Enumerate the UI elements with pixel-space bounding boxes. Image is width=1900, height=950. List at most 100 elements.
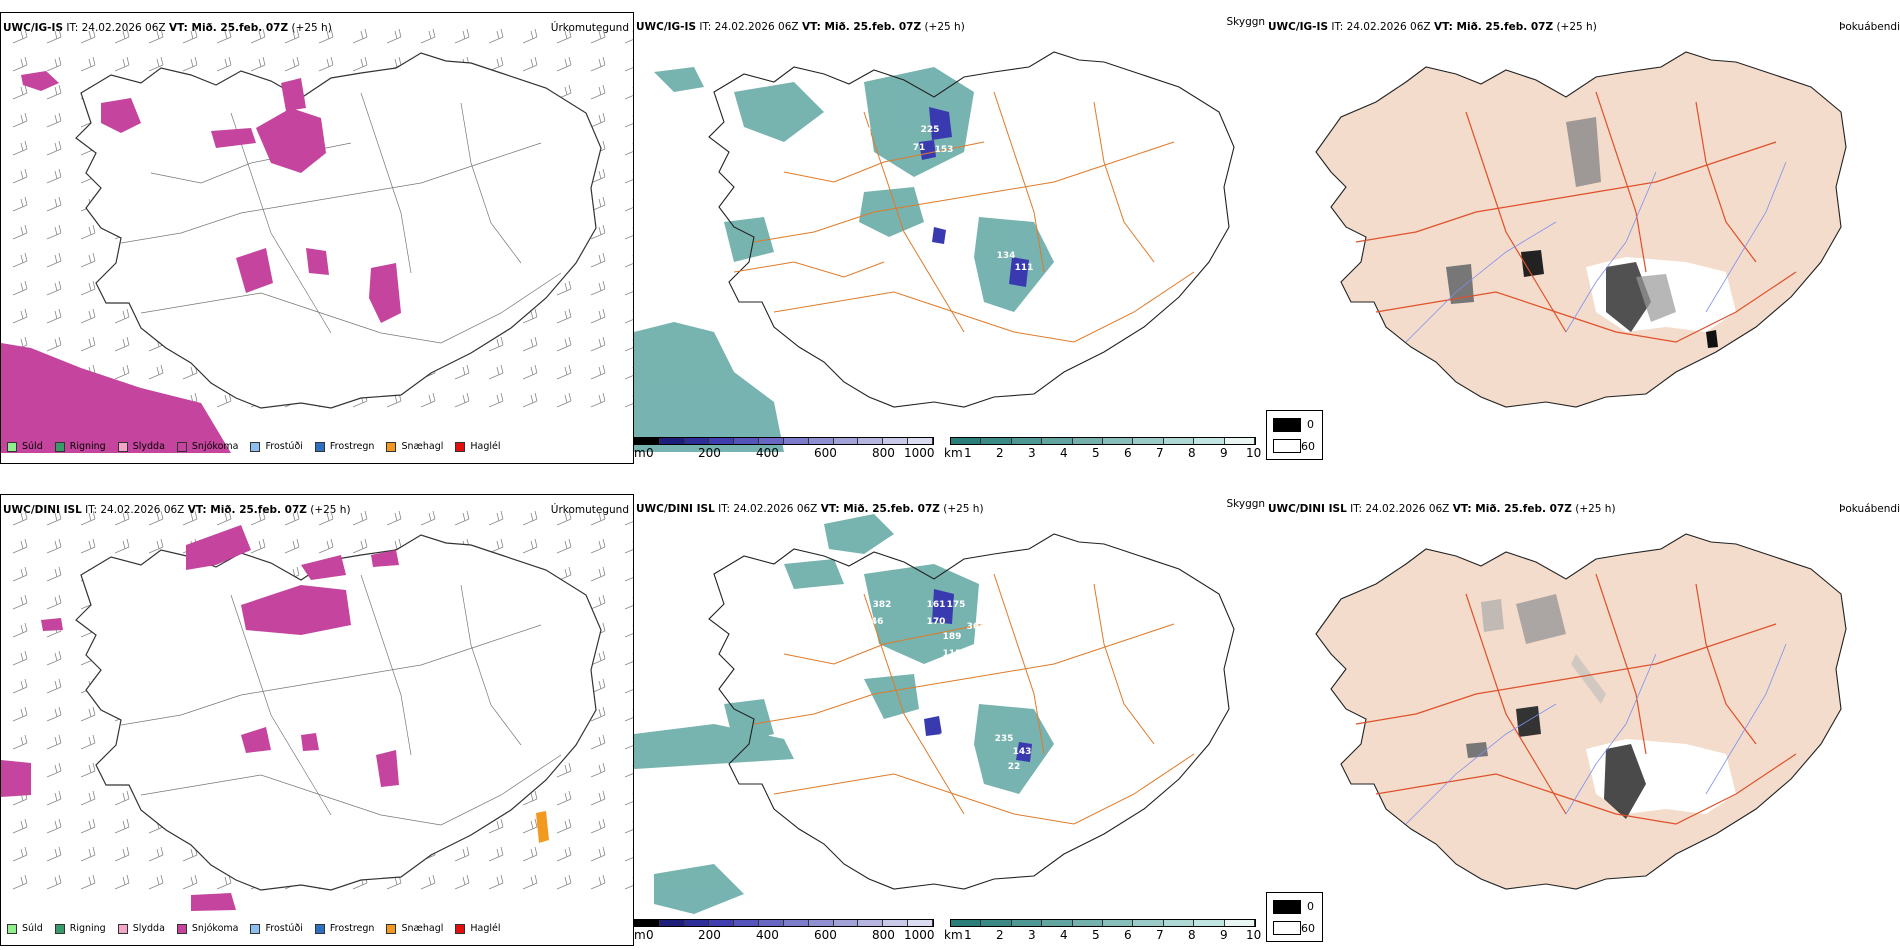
cloud-base-label: 382 [873, 600, 892, 610]
wind-barb [522, 818, 538, 834]
wind-barb [624, 59, 633, 72]
legend-swatch [455, 923, 466, 934]
wind-barb [12, 594, 28, 610]
wind-barb [488, 818, 504, 834]
wind-barb [46, 762, 62, 778]
wind-barb [522, 846, 538, 862]
visibility-unit: km [944, 928, 963, 942]
wind-barb [12, 538, 28, 554]
wind-barb [624, 793, 633, 806]
wind-barb [590, 734, 606, 750]
wind-barb [488, 56, 504, 72]
legend-label: Snæhagl [401, 441, 444, 452]
panel-title: UWC/IG-IS IT: 24.02.2026 06Z VT: Mið. 25… [1268, 21, 1597, 33]
ceiling-colorbar-segment [858, 438, 884, 444]
ceiling-colorbar-segment [759, 438, 784, 444]
wind-barb [46, 308, 62, 324]
fog-legend-min: 0 [1307, 418, 1314, 431]
wind-barb [12, 818, 28, 834]
cloud-base-label: 36 [936, 749, 949, 759]
wind-barb [488, 874, 504, 890]
wind-barb [12, 84, 28, 100]
wind-barb [556, 56, 572, 72]
fog-roads [1355, 573, 1797, 825]
wind-barb [80, 818, 96, 834]
ceiling-colorbar-segment [833, 920, 859, 926]
cloud-base-label: 92 [868, 749, 881, 759]
wind-barb [80, 734, 96, 750]
cloud-base-label: 454 [853, 127, 872, 137]
wind-barb [80, 706, 96, 722]
wind-barb [216, 56, 232, 72]
wind-barb [556, 510, 572, 526]
legend-label: Frostúði [265, 441, 303, 452]
cloud-base-label: 175 [947, 600, 966, 610]
ceiling-colorbar-segment [808, 920, 834, 926]
wind-barb [590, 650, 606, 666]
visibility-colorbar-segment [1224, 438, 1256, 444]
wind-barb [318, 56, 334, 72]
visibility-map: 382 161 175 246 170 20 364 189 115 11 269 92 116 36 23… [634, 514, 1235, 914]
visibility-colorbar-segment [1103, 438, 1134, 444]
wind-barb [46, 140, 62, 156]
visibility-colorbar-segment [1072, 438, 1104, 444]
wind-barb [80, 308, 96, 324]
wind-barb [590, 224, 606, 240]
fog-index-panel-row1: UWC/IG-IS IT: 24.02.2026 06Z VT: Mið. 25… [1266, 12, 1900, 464]
precip-map [1, 28, 633, 453]
fog-legend: 0 60 [1266, 892, 1323, 942]
visibility-colorbar-segment [1163, 920, 1195, 926]
wind-barb [624, 311, 633, 324]
legend-label: Snæhagl [401, 923, 444, 934]
wind-barb [488, 538, 504, 554]
wind-barb [46, 224, 62, 240]
wind-barb [148, 510, 164, 526]
wind-barb [114, 364, 130, 380]
wind-barb [522, 308, 538, 324]
cloud-base-label: 116 [940, 732, 959, 742]
wind-barb [488, 846, 504, 862]
wind-barb [590, 566, 606, 582]
road-network [733, 91, 1195, 343]
wind-barb [454, 28, 470, 44]
fog-legend-max: 60 [1301, 922, 1315, 935]
legend-label: Rigning [69, 441, 106, 452]
fog-map [1315, 533, 1847, 890]
wind-barb [522, 336, 538, 352]
ceiling-colorbar [634, 919, 934, 927]
legend-swatch [176, 923, 187, 934]
wind-barb [148, 364, 164, 380]
precip-map [1, 510, 633, 911]
wind-barb [318, 28, 334, 44]
wind-barb [80, 762, 96, 778]
low-ceiling-areas [924, 589, 1032, 762]
visibility-colorbar-segment [1042, 438, 1073, 444]
wind-barb [352, 510, 368, 526]
wind-barb [522, 364, 538, 380]
wind-barb [420, 392, 436, 408]
cloud-base-label: 189 [943, 632, 962, 642]
wind-barb [352, 538, 368, 554]
wind-barb [148, 538, 164, 554]
low-visibility-areas [634, 514, 1054, 914]
ceiling-colorbar-segment [908, 920, 933, 926]
visibility-unit: km [944, 446, 963, 460]
wind-barb [284, 510, 300, 526]
cloud-base-label: 213 [931, 251, 950, 261]
ceiling-colorbar-segment [734, 920, 760, 926]
wind-barb [386, 510, 402, 526]
cloud-base-label: 71 [913, 143, 926, 153]
visibility-colorbar-segment [1194, 920, 1225, 926]
legend-label: Slydda [132, 923, 165, 934]
ceiling-colorbar-segment [883, 438, 909, 444]
wind-barb [80, 874, 96, 890]
wind-barb [624, 143, 633, 156]
wind-barb [12, 28, 28, 44]
wind-barb [46, 280, 62, 296]
wind-barb [46, 678, 62, 694]
wind-barb [556, 364, 572, 380]
visibility-colorbar-segment [1163, 438, 1195, 444]
cloud-base-label: 11 [860, 734, 873, 744]
wind-barb [46, 846, 62, 862]
wind-barb [46, 84, 62, 100]
